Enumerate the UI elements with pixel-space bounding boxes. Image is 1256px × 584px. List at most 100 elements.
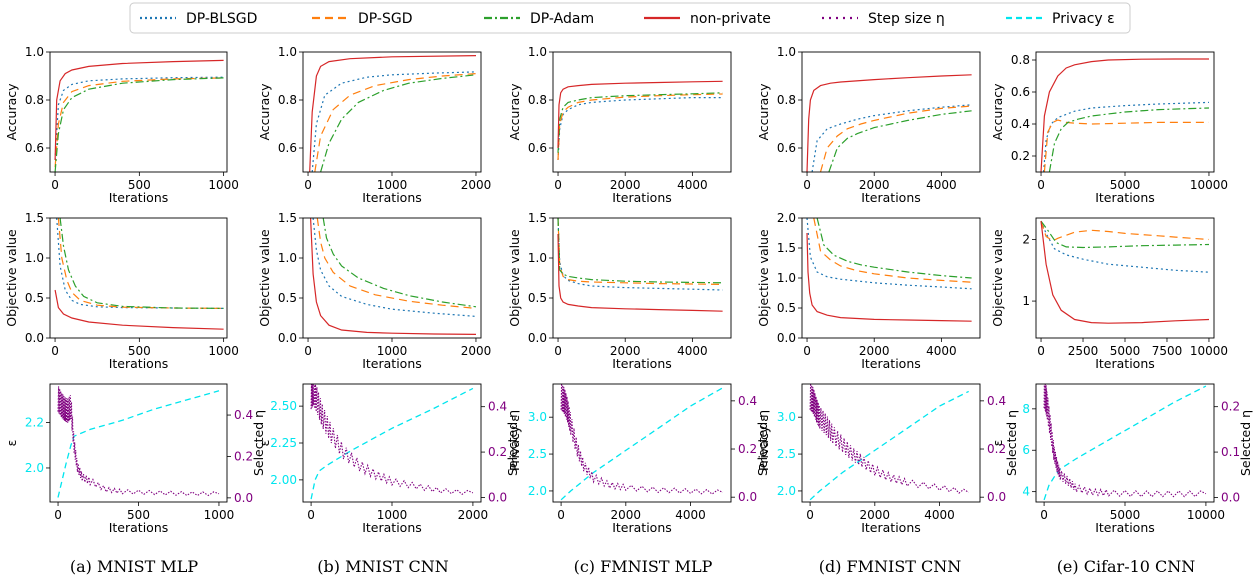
y-tick-label: 2.0 bbox=[777, 211, 796, 225]
panel-accuracy: 0 2000 4000 0.6 0.8 1.0 Iterations Accuracy bbox=[507, 45, 732, 205]
y-tick-label: 1.0 bbox=[777, 271, 796, 285]
x-tick-label: 2000 bbox=[859, 178, 890, 192]
x-tick-label: 0 bbox=[554, 178, 562, 192]
series-line-stepsize bbox=[809, 384, 969, 494]
y2-tick-label: 0.0 bbox=[738, 490, 757, 504]
panel-accuracy: 0 500 1000 0.6 0.8 1.0 Iterations Accuracy bbox=[4, 45, 239, 205]
series-line-dp-sgd bbox=[557, 218, 723, 285]
y-tick-label: 2.5 bbox=[777, 447, 796, 461]
x-axis-label: Iterations bbox=[109, 356, 169, 371]
y-tick-label: 0.8 bbox=[777, 93, 796, 107]
x-tick-label: 0 bbox=[1037, 178, 1045, 192]
y-tick-label: 0.6 bbox=[1011, 85, 1030, 99]
x-axis-label: Iterations bbox=[612, 190, 672, 205]
x-tick-label: 2000 bbox=[611, 508, 642, 522]
x-tick-label: 500 bbox=[128, 178, 151, 192]
plot-frame bbox=[552, 51, 732, 173]
panel-accuracy: 0 5000 10000 0.2 0.4 0.6 0.8 Iterations Accuracy bbox=[990, 51, 1228, 205]
x-tick-label: 1000 bbox=[377, 508, 408, 522]
x-tick-label: 2500 bbox=[1068, 344, 1099, 358]
y-tick-label: 0.0 bbox=[777, 331, 796, 345]
y-tick-label: 2.0 bbox=[777, 484, 796, 498]
y-tick-label: 2.2 bbox=[25, 416, 44, 430]
x-tick-label: 5000 bbox=[1110, 344, 1141, 358]
series-line-dp-blsgd bbox=[811, 104, 972, 172]
x-axis-label: Iterations bbox=[1095, 520, 1155, 535]
y-axis-label: Objective value bbox=[756, 229, 771, 327]
y-axis-label: Objective value bbox=[507, 229, 522, 327]
plot-frame bbox=[1035, 383, 1215, 503]
y-tick-label: 1.0 bbox=[25, 251, 44, 265]
x-tick-label: 4000 bbox=[677, 178, 708, 192]
plot-frame bbox=[49, 51, 228, 173]
series-line-stepsize bbox=[310, 384, 474, 495]
x-tick-label: 10000 bbox=[1187, 508, 1225, 522]
legend: DP-BLSGD DP-SGD DP-Adam non-private Step siz… bbox=[129, 2, 1131, 34]
legend-entry: DP-SGD bbox=[312, 11, 412, 27]
series-line-non-private bbox=[54, 289, 224, 330]
y2-tick-label: 0.4 bbox=[488, 400, 507, 414]
subfigure-caption: (d) FMNIST CNN bbox=[819, 557, 962, 576]
series-line-dp-sgd bbox=[1043, 119, 1209, 172]
y-tick-label: 0.6 bbox=[25, 141, 44, 155]
plot-frame bbox=[552, 217, 732, 339]
x-tick-label: 500 bbox=[127, 508, 150, 522]
x-tick-label: 500 bbox=[128, 344, 151, 358]
legend-label: Privacy ε bbox=[1052, 11, 1115, 27]
subfigure-caption: (a) MNIST MLP bbox=[70, 557, 199, 576]
y2-tick-label: 0.0 bbox=[987, 490, 1006, 504]
x-tick-label: 4000 bbox=[675, 508, 706, 522]
series-line-privacy bbox=[310, 387, 474, 500]
series-line-dp-sgd bbox=[314, 73, 477, 172]
plot-frame bbox=[801, 217, 981, 339]
x-tick-label: 1000 bbox=[377, 178, 408, 192]
series-line-stepsize bbox=[1043, 384, 1207, 498]
y-axis-label: Privacy ε bbox=[507, 415, 522, 471]
y-tick-label: 2.0 bbox=[25, 461, 44, 475]
x-tick-label: 0 bbox=[803, 344, 811, 358]
series-line-stepsize bbox=[57, 386, 220, 497]
x-axis-label: Iterations bbox=[109, 190, 169, 205]
y-axis-label: Objective value bbox=[990, 229, 1005, 327]
y-tick-label: 3.0 bbox=[777, 410, 796, 424]
series-line-dp-blsgd bbox=[56, 218, 224, 309]
panel-privacy_stepsize: 0 2000 4000 2.0 2.5 3.0 Iterations Privacy ε 0.0… bbox=[756, 383, 1019, 535]
panel-privacy_stepsize: 0 1000 2000 2.00 2.25 2.50 Iterations ε 0.0 0.2 0.… bbox=[257, 383, 520, 535]
x-tick-label: 1000 bbox=[204, 508, 235, 522]
y-tick-label: 0.0 bbox=[528, 331, 547, 345]
y-tick-label: 1.5 bbox=[528, 211, 547, 225]
y2-axis-label: Selected η bbox=[251, 410, 266, 476]
panel-accuracy: 0 2000 4000 0.6 0.8 1.0 Iterations Accuracy bbox=[756, 45, 981, 205]
legend-label: DP-BLSGD bbox=[186, 11, 257, 27]
y2-tick-label: 0.2 bbox=[488, 445, 507, 459]
y-axis-label: Accuracy bbox=[756, 83, 771, 141]
plot-frame bbox=[801, 383, 981, 503]
series-line-dp-adam bbox=[320, 74, 477, 172]
series-line-non-private bbox=[1040, 221, 1210, 324]
series-line-non-private bbox=[310, 218, 477, 335]
y-tick-label: 2.50 bbox=[270, 399, 297, 413]
x-tick-label: 0 bbox=[803, 178, 811, 192]
y2-axis-label: Selected η bbox=[1238, 410, 1253, 476]
y-tick-label: 1.5 bbox=[278, 211, 297, 225]
series-line-dp-adam bbox=[322, 218, 477, 308]
legend-frame bbox=[129, 2, 1131, 34]
y2-tick-label: 0.0 bbox=[234, 491, 253, 505]
x-tick-label: 2000 bbox=[859, 344, 890, 358]
plot-frame bbox=[302, 383, 482, 503]
plot-frame bbox=[801, 51, 981, 173]
legend-label: DP-SGD bbox=[358, 11, 412, 27]
x-tick-label: 10000 bbox=[1190, 178, 1228, 192]
legend-entry: DP-Adam bbox=[484, 11, 594, 27]
x-tick-label: 0 bbox=[54, 508, 62, 522]
x-tick-label: 0 bbox=[1037, 344, 1045, 358]
x-tick-label: 0 bbox=[554, 344, 562, 358]
y2-tick-label: 0.4 bbox=[738, 394, 757, 408]
x-tick-label: 2000 bbox=[860, 508, 891, 522]
x-tick-label: 0 bbox=[304, 344, 312, 358]
series-line-dp-adam bbox=[59, 218, 224, 309]
series-line-dp-blsgd bbox=[557, 97, 723, 161]
x-tick-label: 0 bbox=[1040, 508, 1048, 522]
series-line-non-private bbox=[1040, 58, 1209, 172]
y-tick-label: 1.0 bbox=[528, 251, 547, 265]
